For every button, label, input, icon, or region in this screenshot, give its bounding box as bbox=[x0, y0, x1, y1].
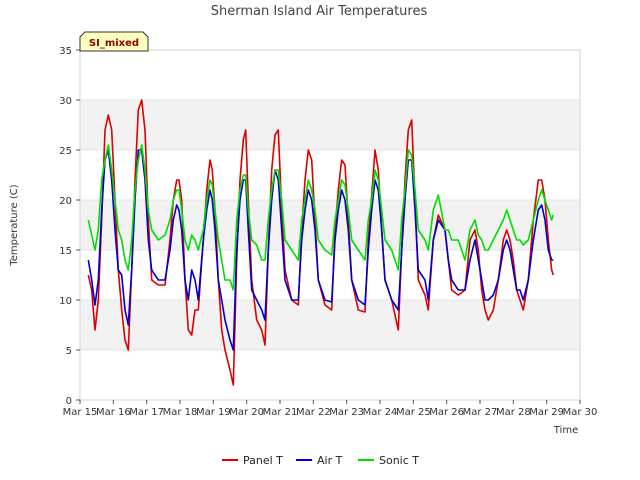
x-tick-label: Mar 22 bbox=[296, 407, 331, 418]
grid-band bbox=[80, 200, 580, 250]
site-badge: SI_mixed bbox=[79, 31, 149, 52]
x-tick-label: Mar 24 bbox=[363, 407, 398, 418]
legend-label: Sonic T bbox=[379, 454, 419, 467]
x-tick-label: Mar 27 bbox=[463, 407, 498, 418]
chart-title: Sherman Island Air Temperatures bbox=[211, 4, 428, 19]
badge-label: SI_mixed bbox=[89, 38, 139, 49]
y-tick-label: 30 bbox=[59, 96, 72, 107]
x-tick-label: Mar 16 bbox=[96, 407, 131, 418]
y-axis-label: Temperature (C) bbox=[9, 184, 20, 266]
y-tick-label: 10 bbox=[59, 296, 72, 307]
y-tick-label: 25 bbox=[59, 146, 72, 157]
x-axis-label: Time bbox=[553, 425, 578, 436]
y-tick-label: 20 bbox=[59, 196, 72, 207]
y-tick-label: 0 bbox=[66, 396, 72, 407]
y-axis: 0 5 10 15 20 25 30 35 bbox=[59, 46, 80, 407]
x-tick-label: Mar 15 bbox=[63, 407, 98, 418]
y-tick-label: 5 bbox=[66, 346, 72, 357]
x-tick-label: Mar 26 bbox=[429, 407, 464, 418]
x-tick-label: Mar 19 bbox=[196, 407, 231, 418]
x-tick-label: Mar 30 bbox=[563, 407, 598, 418]
series-lines bbox=[87, 99, 555, 386]
y-tick-label: 35 bbox=[59, 46, 72, 57]
x-tick-label: Mar 23 bbox=[329, 407, 364, 418]
x-tick-label: Mar 21 bbox=[263, 407, 298, 418]
x-tick-label: Mar 29 bbox=[529, 407, 564, 418]
plot-area bbox=[79, 49, 581, 401]
x-tick-label: Mar 28 bbox=[496, 407, 531, 418]
x-tick-label: Mar 20 bbox=[229, 407, 264, 418]
legend: Panel T Air T Sonic T bbox=[222, 454, 419, 467]
legend-label: Air T bbox=[317, 454, 343, 467]
series-line-air-t bbox=[87, 149, 554, 351]
badge-shape bbox=[79, 31, 149, 52]
legend-label: Panel T bbox=[243, 454, 283, 467]
series-line-sonic-t bbox=[87, 144, 555, 291]
series-line-panel-t bbox=[87, 99, 555, 386]
x-tick-label: Mar 17 bbox=[129, 407, 164, 418]
grid-band bbox=[80, 300, 580, 350]
grid-bands bbox=[80, 49, 580, 401]
x-tick-label: Mar 25 bbox=[396, 407, 431, 418]
x-tick-label: Mar 18 bbox=[163, 407, 198, 418]
grid-band bbox=[80, 100, 580, 150]
y-tick-label: 15 bbox=[59, 246, 72, 257]
